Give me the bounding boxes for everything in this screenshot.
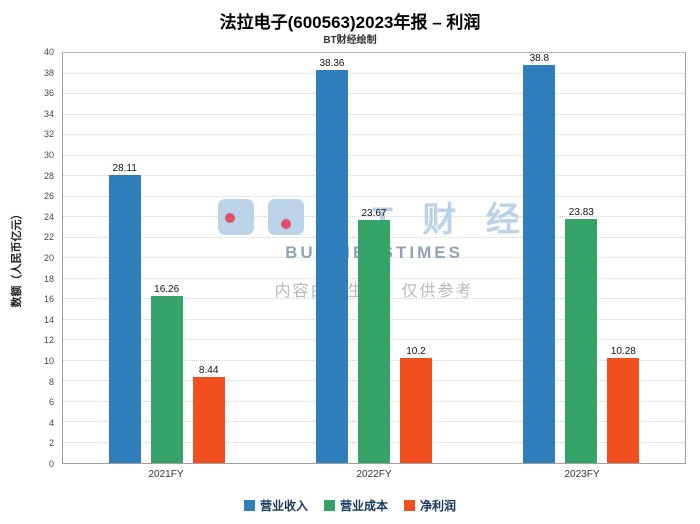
gridline: [63, 72, 685, 74]
bar-wrap: 38.8: [523, 53, 556, 463]
bar-wrap: 16.26: [150, 53, 183, 463]
bar-wrap: 10.2: [399, 53, 432, 463]
y-tick-label: 24: [43, 211, 54, 222]
bar-wrap: 23.67: [357, 53, 390, 463]
gridline: [63, 195, 685, 197]
bar-value-label: 16.26: [154, 284, 180, 296]
gridline: [63, 134, 685, 135]
gridline: [63, 175, 685, 176]
bar-value-label: 10.2: [406, 346, 426, 358]
bar-groups: 28.11 16.26 8.44 38.36 23.67 10.2 38.8 23.83 10.…: [63, 53, 685, 463]
x-axis-tick-labels: 2021FY 2022FY 2023FY: [62, 469, 686, 480]
y-tick-label: 18: [43, 273, 54, 284]
y-tick-label: 40: [43, 47, 54, 57]
x-tick-label: 2022FY: [356, 469, 392, 480]
y-tick-label: 32: [43, 129, 54, 140]
legend-item: 营业收入: [243, 497, 308, 514]
legend-label: 营业收入: [259, 499, 308, 513]
y-tick-label: 8: [48, 376, 54, 387]
legend-item: 营业成本: [323, 497, 388, 514]
y-tick-label: 16: [43, 294, 54, 305]
bar: [192, 376, 225, 463]
legend-swatch-icon: [243, 500, 255, 511]
bar-value-label: 10.28: [610, 345, 636, 357]
y-axis-label: 数额（人民币亿元）: [11, 208, 23, 308]
y-tick-label: 26: [43, 191, 54, 202]
gridline: [63, 216, 685, 217]
bar-group: 38.8 23.83 10.28: [478, 53, 685, 463]
bar: [399, 358, 432, 463]
y-tick-label: 22: [43, 232, 54, 243]
bar-group: 28.11 16.26 8.44: [63, 53, 270, 463]
y-tick-label: 10: [43, 356, 54, 366]
bar: [565, 218, 598, 463]
y-axis-tick-labels: 0 2 4 6 8 10 12 14 16 18 20 22 24 26 28 30 32 34 36 38 40: [30, 47, 58, 469]
legend-label: 营业成本: [339, 499, 388, 513]
legend-swatch-icon: [404, 500, 415, 511]
gridline: [63, 52, 685, 53]
legend: 营业收入 营业成本 净利润: [0, 497, 700, 514]
plot-area: B T 财 经 BUSINESSTIMES 内容由AI生成，仅供参考 28.11…: [62, 52, 686, 464]
bar: [357, 220, 390, 463]
y-tick-label: 2: [48, 438, 54, 449]
y-tick-label: 0: [48, 459, 54, 469]
y-tick-label: 20: [43, 253, 54, 263]
bar: [523, 65, 556, 463]
gridline: [63, 93, 685, 94]
gridline: [63, 113, 685, 115]
y-tick-label: 6: [48, 397, 54, 408]
bar-value-label: 8.44: [198, 364, 219, 376]
bar-wrap: 23.83: [565, 53, 598, 463]
bar: [108, 174, 141, 463]
bar-value-label: 23.83: [568, 206, 594, 218]
bar-wrap: 8.44: [192, 53, 225, 463]
y-tick-label: 38: [43, 67, 54, 78]
y-tick-label: 4: [48, 417, 54, 428]
bar-wrap: 28.11: [108, 53, 141, 463]
bar-wrap: 10.28: [607, 53, 640, 463]
bar-value-label: 38.8: [529, 53, 550, 65]
bar: [607, 357, 640, 463]
y-tick-label: 12: [43, 335, 54, 346]
x-tick-label: 2023FY: [564, 469, 600, 480]
chart-title: 法拉电子(600563)2023年报 – 利润: [219, 13, 481, 32]
chart-subtitle: BT财经绘制: [323, 35, 377, 46]
bar: [150, 296, 183, 463]
gridline: [63, 154, 685, 156]
bar-wrap: 38.36: [315, 53, 348, 463]
legend-label: 净利润: [420, 499, 457, 513]
bar-value-label: 38.36: [319, 57, 345, 69]
bar-value-label: 23.67: [361, 208, 387, 220]
legend-swatch-icon: [323, 500, 335, 511]
y-tick-label: 14: [43, 314, 54, 325]
y-tick-label: 30: [43, 150, 54, 160]
y-tick-label: 28: [43, 170, 54, 181]
bar-value-label: 28.11: [112, 162, 137, 174]
x-tick-label: 2021FY: [148, 469, 184, 480]
bar-group: 38.36 23.67 10.2: [270, 53, 477, 463]
bar: [315, 69, 348, 463]
legend-item: 净利润: [404, 497, 456, 514]
y-tick-label: 36: [43, 88, 54, 99]
y-tick-label: 34: [43, 108, 54, 119]
